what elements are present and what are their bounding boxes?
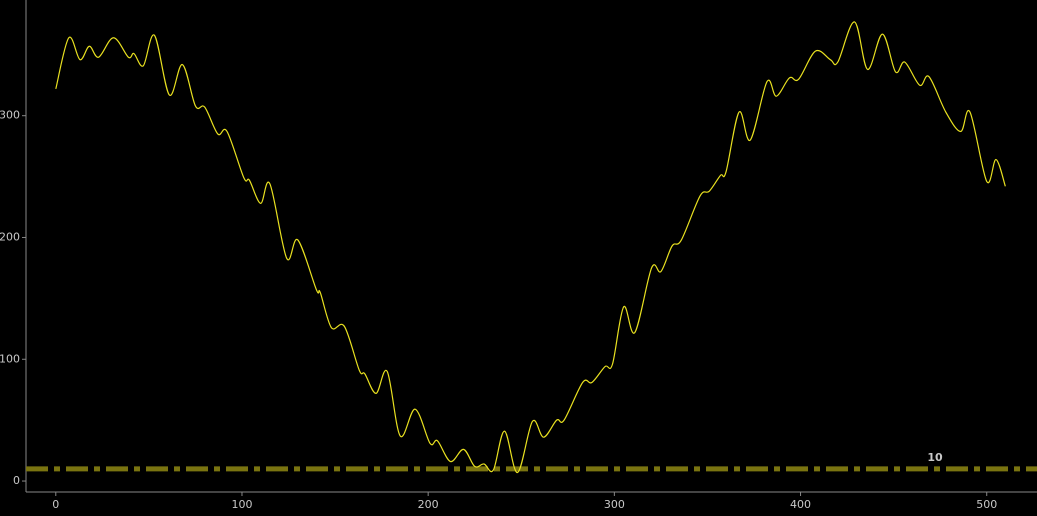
x-tick-label: 500 [976,498,997,511]
x-tick-label: 300 [604,498,625,511]
reference-label: 10 [927,451,943,464]
x-tick-label: 200 [418,498,439,511]
x-tick-label: 0 [52,498,59,511]
y-tick-label: 200 [0,230,20,243]
data-line [55,21,1006,474]
x-tick-label: 100 [231,498,252,511]
y-tick-label: 300 [0,109,20,122]
y-tick-label: 100 [0,352,20,365]
x-tick-label: 400 [790,498,811,511]
y-tick-label: 0 [13,474,20,487]
